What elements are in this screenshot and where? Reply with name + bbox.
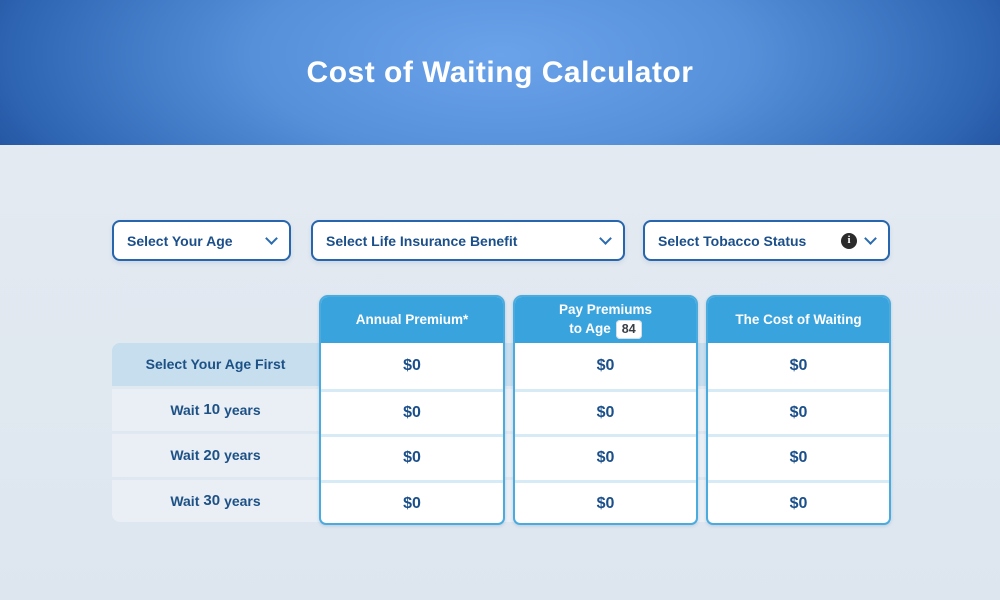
- row-label-prefix: Wait: [170, 447, 200, 464]
- row-label-wait-20: Wait 20 years: [112, 434, 319, 477]
- row-label-wait-10: Wait 10 years: [112, 389, 319, 432]
- value-cell: $0: [708, 479, 889, 524]
- row-label-suffix: years: [224, 447, 261, 464]
- column-title-line1: Pay Premiums: [558, 302, 653, 318]
- row-label-suffix: years: [224, 492, 261, 509]
- value-cell: $0: [515, 479, 696, 524]
- tobacco-select[interactable]: Select Tobacco Status i: [643, 220, 890, 261]
- value-cell: $0: [321, 434, 503, 480]
- row-label-suffix: years: [224, 401, 261, 418]
- row-label-select-age-first: Select Your Age First: [145, 356, 286, 373]
- column-annual-premium: Annual Premium* $0 $0 $0 $0: [319, 295, 505, 525]
- age-select[interactable]: Select Your Age: [112, 220, 291, 261]
- value-cell: $0: [708, 388, 889, 435]
- benefit-select[interactable]: Select Life Insurance Benefit: [311, 220, 625, 261]
- value-cell: $0: [403, 356, 421, 374]
- column-pay-premiums: Pay Premiums to Age 84 $0 $0 $0 $0: [513, 295, 698, 525]
- page-title: Cost of Waiting Calculator: [306, 55, 694, 89]
- results-table: Select Your Age First Wait 10 years Wait…: [112, 295, 891, 525]
- column-title: Annual Premium*: [355, 311, 469, 327]
- row-label-prefix: Wait: [170, 492, 200, 509]
- row-label-number: 20: [203, 446, 221, 464]
- benefit-select-label: Select Life Insurance Benefit: [326, 232, 518, 249]
- value-cell: $0: [515, 434, 696, 480]
- value-cell: $0: [515, 388, 696, 435]
- value-cell: $0: [321, 388, 503, 435]
- chevron-down-icon: [864, 232, 877, 245]
- value-cell: $0: [321, 479, 503, 524]
- chevron-down-icon: [265, 232, 278, 245]
- column-header-cost-of-waiting: The Cost of Waiting: [708, 297, 889, 343]
- column-title: The Cost of Waiting: [735, 311, 862, 327]
- value-cell: $0: [708, 434, 889, 480]
- row-label-number: 10: [203, 401, 221, 419]
- value-cell: $0: [596, 356, 615, 374]
- row-label-number: 30: [203, 492, 221, 510]
- column-title-line2: to Age: [569, 321, 611, 336]
- info-icon[interactable]: i: [841, 232, 857, 249]
- chevron-down-icon: [599, 232, 612, 245]
- row-label-prefix: Wait: [170, 401, 200, 418]
- age-select-label: Select Your Age: [127, 232, 233, 249]
- column-header-annual-premium: Annual Premium*: [321, 297, 503, 343]
- hero-banner: Cost of Waiting Calculator: [0, 0, 1000, 145]
- age-badge: 84: [615, 319, 642, 339]
- column-header-pay-premiums: Pay Premiums to Age 84: [515, 297, 696, 343]
- tobacco-select-label: Select Tobacco Status: [658, 232, 807, 249]
- row-label-wait-30: Wait 30 years: [112, 480, 319, 523]
- column-cost-of-waiting: The Cost of Waiting $0 $0 $0 $0: [706, 295, 891, 525]
- value-cell: $0: [789, 356, 808, 374]
